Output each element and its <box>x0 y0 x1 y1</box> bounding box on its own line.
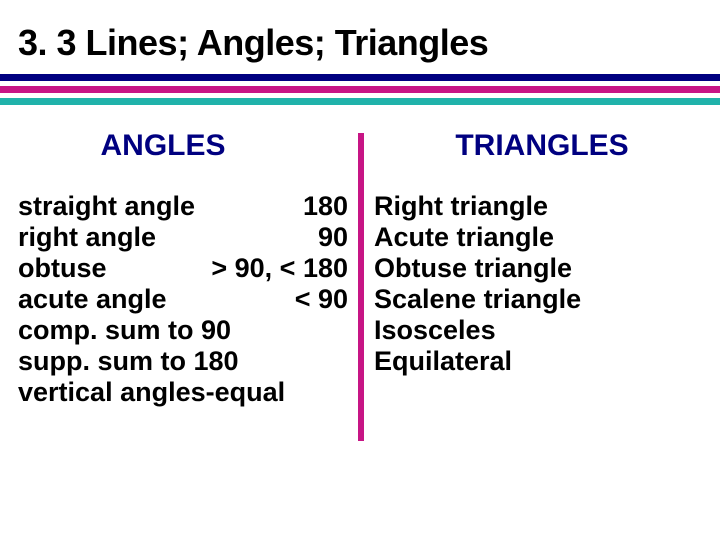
list-item: acute angle< 90 <box>18 284 348 315</box>
stripe-2 <box>0 86 720 93</box>
content-area: ANGLES straight angle180 right angle90 o… <box>0 105 720 408</box>
stripe-1 <box>0 74 720 81</box>
list-item: Equilateral <box>374 346 710 377</box>
accent-stripes <box>0 74 720 105</box>
list-item: Right triangle <box>374 191 710 222</box>
column-divider <box>358 133 364 441</box>
list-item: Obtuse triangle <box>374 253 710 284</box>
slide: 3. 3 Lines; Angles; Triangles ANGLES str… <box>0 0 720 540</box>
list-item: Acute triangle <box>374 222 710 253</box>
left-heading: ANGLES <box>18 129 348 163</box>
list-item: vertical angles-equal <box>18 377 348 408</box>
stripe-3 <box>0 98 720 105</box>
list-item: Scalene triangle <box>374 284 710 315</box>
slide-title: 3. 3 Lines; Angles; Triangles <box>0 0 720 74</box>
right-heading: TRIANGLES <box>374 129 710 163</box>
list-item: comp. sum to 90 <box>18 315 348 346</box>
angles-list: straight angle180 right angle90 obtuse> … <box>18 191 348 408</box>
list-item: straight angle180 <box>18 191 348 222</box>
list-item: obtuse> 90, < 180 <box>18 253 348 284</box>
list-item: supp. sum to 180 <box>18 346 348 377</box>
left-column: ANGLES straight angle180 right angle90 o… <box>0 129 358 408</box>
right-column: TRIANGLES Right triangle Acute triangle … <box>358 129 720 377</box>
triangles-list: Right triangle Acute triangle Obtuse tri… <box>374 191 710 377</box>
list-item: Isosceles <box>374 315 710 346</box>
list-item: right angle90 <box>18 222 348 253</box>
